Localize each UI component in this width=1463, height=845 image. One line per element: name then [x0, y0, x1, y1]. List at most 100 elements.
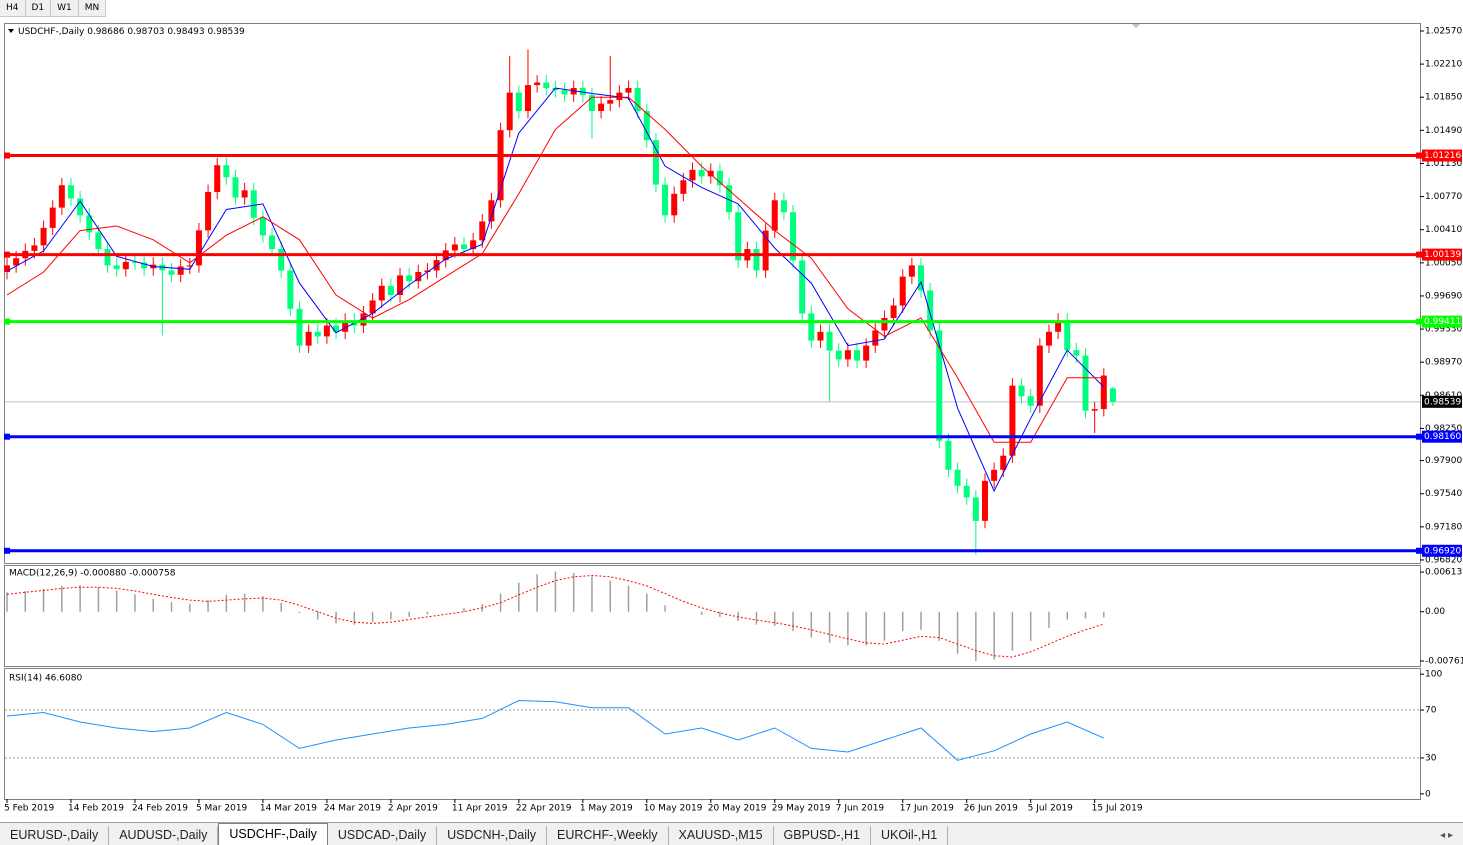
candle-body	[67, 185, 74, 199]
candle-body	[707, 170, 714, 177]
candle-body	[1009, 385, 1016, 456]
candle-body	[826, 331, 833, 351]
y-tick-label: 30	[1425, 753, 1437, 763]
chart-tab[interactable]: UKOil-,H1	[871, 826, 949, 845]
dropdown-icon[interactable]	[8, 29, 14, 33]
candle-body	[1027, 396, 1034, 406]
candle-body	[808, 313, 815, 341]
price-panel	[4, 23, 1421, 564]
candle-body	[854, 350, 861, 361]
candle-body	[616, 92, 623, 101]
candle-body	[671, 193, 678, 216]
x-tick-label: 5 Feb 2019	[4, 804, 55, 814]
candle-body	[771, 200, 778, 231]
candle-body	[113, 265, 120, 270]
x-tick-label: 29 May 2019	[772, 804, 831, 814]
candle-body	[899, 276, 906, 306]
candle-body	[314, 331, 321, 337]
y-tick-label: 1.01490	[1425, 126, 1462, 136]
candle-body	[186, 265, 193, 267]
chart-tab[interactable]: USDCNH-,Daily	[437, 826, 548, 845]
candle-body	[579, 88, 586, 96]
x-tick-label: 14 Feb 2019	[68, 804, 124, 814]
y-tick-label: 1.01850	[1425, 93, 1462, 103]
candle-body	[415, 272, 422, 282]
candle-body	[451, 244, 458, 251]
moving-average	[6, 87, 1105, 493]
tab-scroll[interactable]: ◂ ▸	[1440, 830, 1453, 841]
y-tick-label: 0.98970	[1425, 358, 1462, 368]
candle-body	[534, 82, 541, 86]
chart-tab[interactable]: GBPUSD-,H1	[774, 826, 871, 845]
candle-body	[726, 185, 733, 213]
candle-body	[131, 261, 138, 263]
chart-tab[interactable]: EURUSD-,Daily	[0, 826, 110, 845]
last-price-box	[1422, 395, 1462, 408]
candle-body	[561, 90, 568, 95]
timeframe-button[interactable]: H4	[0, 0, 26, 17]
level-label: 0.98160	[1424, 432, 1461, 442]
candle-body	[981, 480, 988, 521]
moving-average	[6, 96, 1104, 443]
candle-body	[77, 198, 84, 216]
candle-body	[881, 318, 888, 331]
y-tick-label: 0.98610	[1425, 391, 1462, 401]
signal-line	[6, 574, 1104, 658]
y-tick-label: 1.01130	[1425, 159, 1462, 169]
candle-body	[4, 265, 10, 273]
x-tick-label: 14 Mar 2019	[260, 804, 317, 814]
candle-body	[927, 290, 934, 331]
level-label: 0.96920	[1424, 546, 1461, 556]
y-tick-label: 100	[1425, 670, 1442, 680]
candle-body	[205, 191, 212, 231]
candle-body	[963, 485, 970, 498]
y-tick-label: 0	[1425, 789, 1431, 799]
level-anchor	[4, 152, 10, 159]
candle-body	[817, 331, 824, 341]
level-anchor	[4, 433, 10, 440]
candle-body	[1109, 388, 1116, 402]
level-anchor	[4, 318, 10, 325]
candle-body	[972, 497, 979, 521]
level-anchor	[1416, 433, 1422, 440]
candle-body	[872, 330, 879, 346]
candle-body	[296, 308, 303, 346]
candle-body	[497, 130, 504, 201]
candle-body	[177, 266, 184, 275]
candle-body	[1045, 331, 1052, 346]
chart-tab[interactable]: XAUUSD-,M15	[669, 826, 774, 845]
candle-body	[287, 270, 294, 309]
candle-body	[799, 260, 806, 314]
candle-body	[689, 169, 696, 181]
timeframe-button[interactable]: MN	[78, 0, 107, 17]
candle-body	[552, 88, 559, 91]
y-tick-label: 0.97900	[1425, 456, 1462, 466]
chart-tab[interactable]: EURCHF-,Weekly	[547, 826, 669, 845]
level-label-box	[1422, 430, 1462, 443]
level-anchor	[1416, 318, 1422, 325]
x-tick-label: 22 Apr 2019	[516, 804, 572, 814]
candle-body	[214, 165, 221, 192]
x-tick-label: 5 Mar 2019	[196, 804, 248, 814]
candle-body	[168, 270, 175, 275]
candle-body	[515, 92, 522, 112]
level-anchor	[4, 251, 10, 258]
candle-body	[753, 249, 760, 271]
candle-body	[598, 103, 605, 112]
y-tick-label: -0.007612	[1425, 656, 1463, 666]
chart-tab[interactable]: USDCHF-,Daily	[218, 823, 328, 845]
shift-marker	[1132, 24, 1140, 28]
candle-body	[790, 212, 797, 261]
candle-body	[835, 350, 842, 360]
timeframe-button[interactable]: D1	[25, 0, 52, 17]
ohlc-value: 0.98686	[87, 27, 124, 37]
timeframe-button[interactable]: W1	[51, 0, 79, 17]
chart-tab[interactable]: USDCAD-,Daily	[328, 826, 438, 845]
candle-body	[269, 235, 276, 250]
y-tick-label: 1.02210	[1425, 60, 1462, 70]
y-tick-label: 1.00410	[1425, 225, 1462, 235]
chart-tab[interactable]: AUDUSD-,Daily	[109, 826, 219, 845]
candle-body	[378, 285, 385, 301]
y-tick-label: 0.99690	[1425, 291, 1462, 301]
